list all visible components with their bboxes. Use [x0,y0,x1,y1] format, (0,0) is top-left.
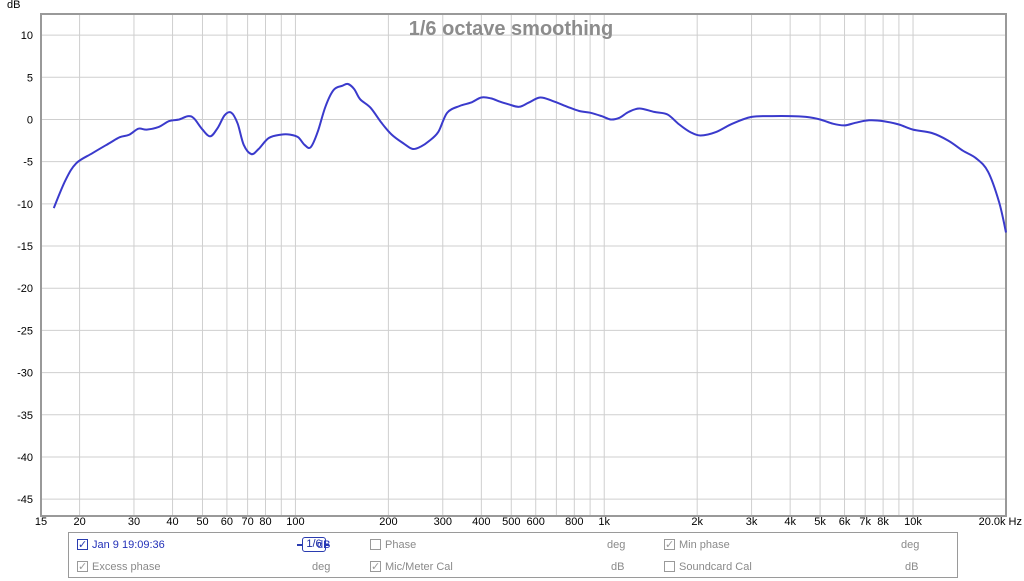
x-tick-label: 60 [221,516,233,528]
x-tick-label: 50 [196,516,208,528]
y-tick-label: -35 [17,410,33,422]
x-tick-label: 1k [598,516,610,528]
measurement-checkbox[interactable] [77,537,88,553]
min-phase-unit: deg [901,539,920,551]
phase-checkbox[interactable] [370,538,381,550]
x-tick-label: 30 [128,516,140,528]
y-tick-label: -30 [17,368,33,380]
series-layer [52,82,1007,233]
y-tick-label: -45 [17,494,33,506]
x-tick-label: 2k [691,516,703,528]
legend-phase[interactable]: Phase [370,537,416,553]
y-tick-label: 5 [27,72,33,84]
y-tick-label: 0 [27,114,33,126]
x-tick-label: 20 [73,516,85,528]
excess-phase-unit: deg [312,561,331,573]
x-tick-label: 3k [746,516,758,528]
x-tick-label: 10k [904,516,922,528]
x-tick-label: 8k [877,516,889,528]
legend-min-phase[interactable]: Min phase [664,537,730,553]
legend-excess-phase[interactable]: Excess phase [77,559,160,575]
y-tick-label: -5 [23,157,33,169]
grid [41,14,1007,516]
x-tick-label: 5k [814,516,826,528]
x-tick-label: 200 [379,516,397,528]
mic-meter-cal-label: Mic/Meter Cal [385,561,453,573]
soundcard-cal-checkbox[interactable] [664,560,675,572]
phase-unit: deg [607,539,626,551]
chart-title: 1/6 octave smoothing [409,18,614,40]
soundcard-cal-unit: dB [905,561,919,573]
excess-phase-label: Excess phase [92,561,161,573]
series-line [52,82,1007,233]
y-tick-label: -25 [17,325,33,337]
smoothing-value: 1/6 [302,537,326,552]
excess-phase-checkbox[interactable] [77,559,88,575]
y-tick-label: -15 [17,241,33,253]
y-tick-label: -40 [17,452,33,464]
min-phase-checkbox[interactable] [664,537,675,553]
x-tick-label: 300 [434,516,452,528]
x-tick-label: 15 [35,516,47,528]
x-tick-label: 600 [527,516,545,528]
plot-frame [40,13,1007,517]
y-axis-label: dB [7,0,20,11]
y-tick-label: -20 [17,283,33,295]
soundcard-cal-label: Soundcard Cal [679,561,752,573]
legend-mic-meter-cal[interactable]: Mic/Meter Cal [370,559,453,575]
y-axis: 10 5 0 -5 -10 -15 -20 -25 -30 -35 -40 -45 [17,30,33,506]
x-axis: 15 20 30 40 50 60 70 80 100 200 300 400 500 600 800 1k 2… [35,516,1022,528]
smoothing-indicator[interactable]: 1/6 [297,537,329,552]
legend-panel: Jan 9 19:09:36 1/6 dB Phase deg Min phas… [68,532,958,578]
x-tick-label: 800 [565,516,583,528]
legend-measurement[interactable]: Jan 9 19:09:36 [77,537,165,553]
x-tick-label: 100 [286,516,304,528]
y-tick-label: -10 [17,199,33,211]
measurement-unit: dB [317,539,331,551]
legend-soundcard-cal[interactable]: Soundcard Cal [664,559,752,575]
mic-meter-cal-checkbox[interactable] [370,559,381,575]
phase-label: Phase [385,539,417,551]
x-tick-label: 20.0k Hz [979,516,1022,528]
x-tick-label: 4k [784,516,796,528]
x-tick-label: 7k [859,516,871,528]
mic-meter-cal-unit: dB [611,561,625,573]
x-tick-label: 70 [241,516,253,528]
x-tick-label: 6k [839,516,851,528]
x-tick-label: 400 [472,516,490,528]
min-phase-label: Min phase [679,539,730,551]
x-tick-label: 80 [259,516,271,528]
measurement-label: Jan 9 19:09:36 [92,539,165,551]
x-tick-label: 40 [166,516,178,528]
x-tick-label: 500 [502,516,520,528]
y-tick-label: 10 [21,30,33,42]
